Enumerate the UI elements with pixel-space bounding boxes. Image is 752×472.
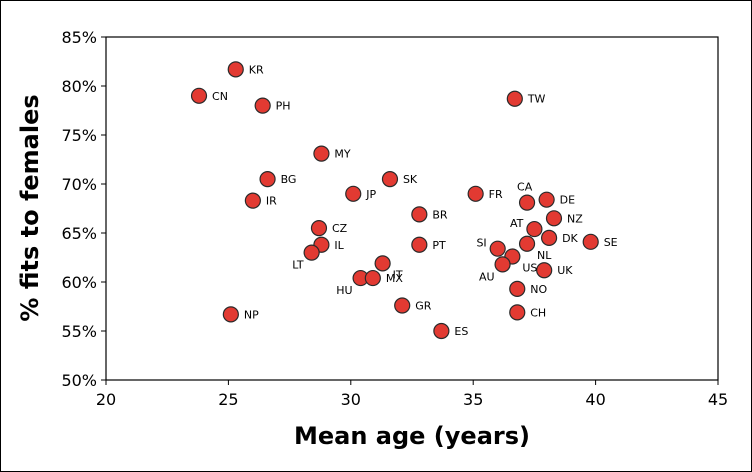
point-label-jp: JP [365, 188, 376, 201]
point-label-ca: CA [517, 181, 533, 194]
data-point-es [433, 322, 450, 340]
data-point-gr [394, 297, 411, 314]
data-point-dk [540, 229, 558, 246]
x-tick-label: 35 [463, 390, 483, 409]
data-point-se [582, 233, 599, 250]
point-label-lt: LT [292, 259, 304, 272]
point-label-se: SE [604, 236, 618, 249]
data-point-np [222, 306, 239, 323]
data-point-de [538, 191, 555, 208]
point-label-at: AT [510, 217, 524, 230]
point-label-il: IL [334, 239, 344, 252]
point-label-cn: CN [212, 90, 228, 103]
y-axis-title: % fits to females [16, 94, 44, 321]
x-tick-label: 40 [585, 390, 605, 409]
data-point-lt [303, 244, 320, 261]
point-label-bg: BG [281, 173, 297, 186]
point-label-ir: IR [266, 195, 277, 208]
data-point-bg [259, 171, 276, 188]
data-point-my [313, 145, 330, 162]
x-tick-label: 20 [96, 390, 116, 409]
point-label-dk: DK [562, 232, 578, 245]
point-label-np: NP [244, 308, 259, 321]
data-point-pt [411, 236, 428, 253]
data-point-ch [509, 304, 526, 321]
point-label-br: BR [432, 208, 448, 221]
x-tick-label: 30 [341, 390, 361, 409]
data-point-ca [518, 194, 536, 211]
data-point-nz [545, 210, 563, 227]
point-label-fr: FR [489, 188, 503, 201]
data-point-au [494, 256, 511, 273]
data-point-sk [381, 171, 399, 188]
point-label-it: IT [393, 268, 403, 281]
point-label-uk: UK [557, 264, 573, 277]
data-point-nl [518, 235, 536, 252]
data-point-fr [467, 185, 484, 202]
data-point-tw [506, 90, 523, 107]
point-label-ph: PH [276, 100, 291, 113]
y-tick-label: 70% [61, 175, 97, 194]
x-axis-ticks: 20 25 30 35 40 45 [96, 380, 728, 409]
data-point-ph [254, 97, 271, 114]
point-label-sk: SK [403, 173, 418, 186]
y-tick-label: 75% [61, 126, 97, 145]
data-point-br [411, 206, 428, 223]
point-label-us: US [522, 262, 537, 275]
data-point-labels: KR CN PH TW MY BG SK JP FR CA DE IR BR NZ AT CZ DK SE IL PT… [212, 63, 618, 338]
point-label-pt: PT [432, 239, 446, 252]
x-axis-title: Mean age (years) [294, 422, 530, 450]
plot-area [105, 36, 719, 381]
point-label-hu: HU [336, 284, 352, 297]
x-tick-label: 25 [218, 390, 238, 409]
y-tick-label: 80% [61, 77, 97, 96]
point-label-tw: TW [527, 93, 546, 106]
data-point-it [374, 255, 391, 272]
y-tick-label: 60% [61, 273, 97, 292]
point-label-au: AU [479, 270, 495, 283]
point-label-cz: CZ [332, 222, 348, 235]
point-label-ch: CH [530, 306, 546, 319]
data-point-kr [227, 61, 244, 78]
data-point-jp [345, 185, 362, 202]
data-point-at [526, 220, 543, 238]
point-label-nz: NZ [567, 212, 583, 225]
data-point-si [489, 240, 506, 257]
point-label-my: MY [334, 148, 350, 161]
point-label-gr: GR [415, 300, 432, 313]
point-label-si: SI [476, 237, 486, 250]
point-label-kr: KR [249, 63, 264, 76]
point-label-mx: MX [386, 272, 403, 285]
point-label-nl: NL [537, 249, 552, 262]
data-point-uk [536, 262, 553, 279]
data-point-cn [190, 87, 208, 104]
y-axis-ticks: 50% 55% 60% 65% 70% 75% 80% 85% [61, 28, 106, 390]
data-point-mx [364, 269, 381, 287]
y-tick-label: 55% [61, 322, 97, 341]
data-point-cz [310, 220, 328, 237]
data-point-ir [244, 192, 261, 209]
point-label-es: ES [454, 325, 468, 338]
data-point-no [509, 280, 526, 297]
data-points [190, 61, 599, 340]
y-tick-label: 85% [61, 28, 97, 47]
y-tick-label: 65% [61, 224, 97, 243]
point-label-de: DE [560, 194, 575, 207]
y-tick-label: 50% [61, 371, 97, 390]
point-label-no: NO [530, 283, 547, 296]
x-tick-label: 45 [708, 390, 728, 409]
